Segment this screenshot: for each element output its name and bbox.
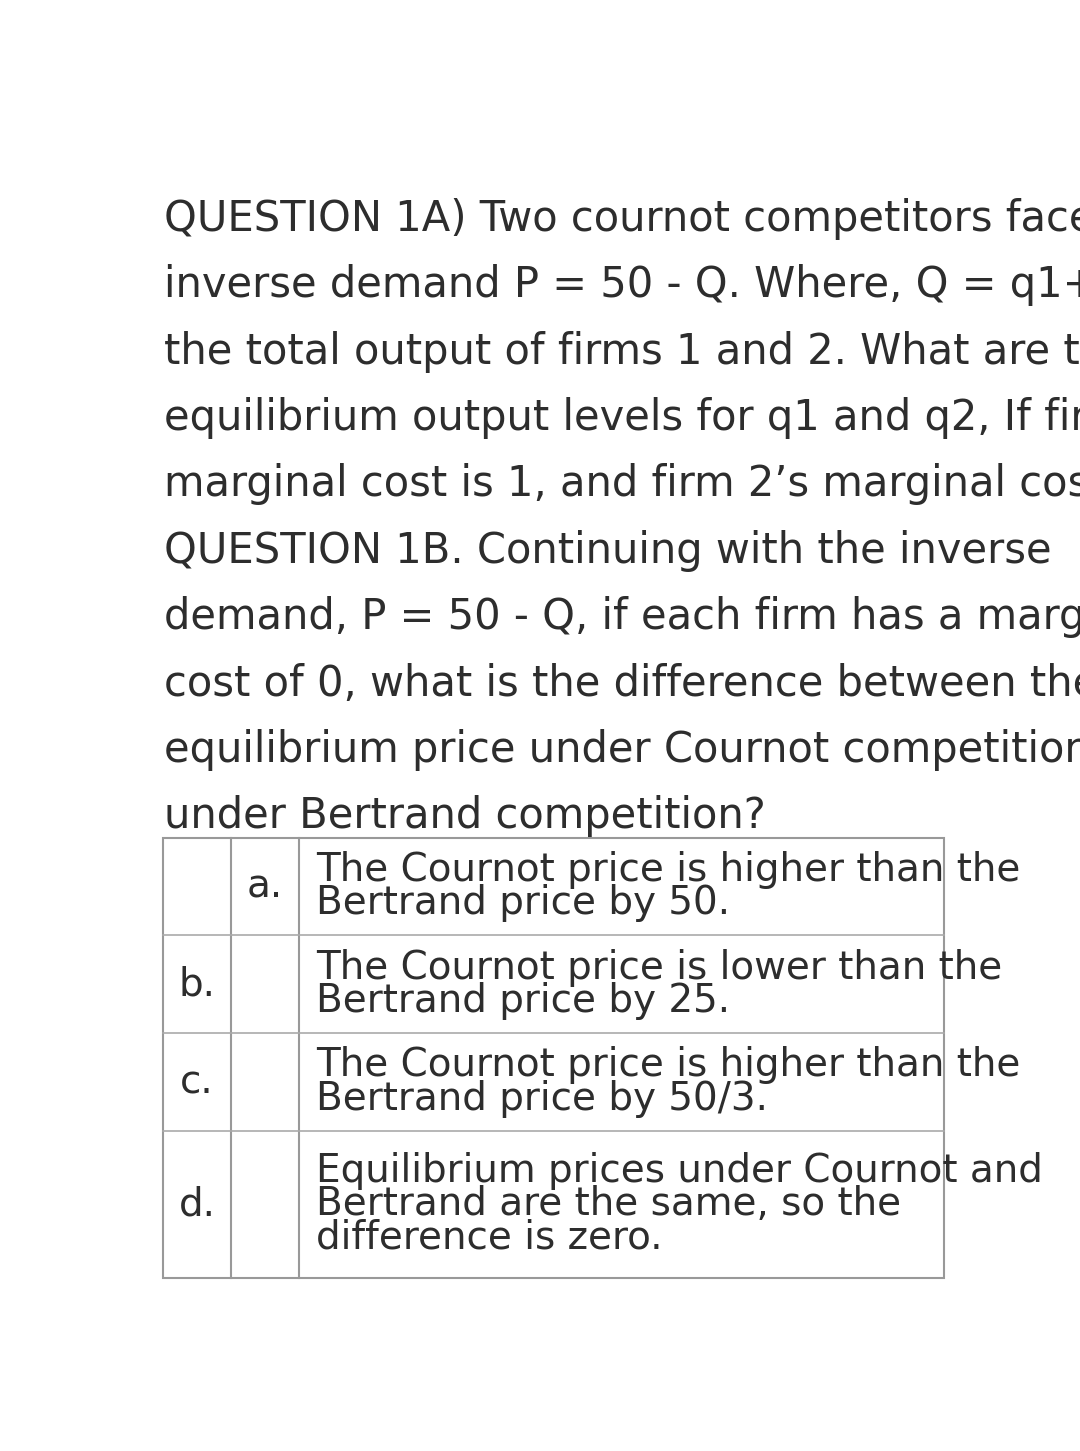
Text: Bertrand price by 50.: Bertrand price by 50. — [316, 884, 730, 923]
Text: QUESTION 1A) Two cournot competitors face: QUESTION 1A) Two cournot competitors fac… — [164, 197, 1080, 239]
Text: c.: c. — [180, 1064, 214, 1101]
Text: marginal cost is 1, and firm 2’s marginal cost is 12?: marginal cost is 1, and firm 2’s margina… — [164, 463, 1080, 505]
Text: Bertrand price by 50/3.: Bertrand price by 50/3. — [316, 1080, 768, 1117]
Text: demand, P = 50 - Q, if each firm has a marginal: demand, P = 50 - Q, if each firm has a m… — [164, 596, 1080, 638]
Text: cost of 0, what is the difference between the: cost of 0, what is the difference betwee… — [164, 663, 1080, 705]
Text: a.: a. — [247, 868, 283, 905]
Text: inverse demand P = 50 - Q. Where, Q = q1+q2, is: inverse demand P = 50 - Q. Where, Q = q1… — [164, 264, 1080, 306]
Text: Bertrand price by 25.: Bertrand price by 25. — [316, 982, 730, 1020]
Text: equilibrium output levels for q1 and q2, If firm 1: equilibrium output levels for q1 and q2,… — [164, 398, 1080, 440]
Text: The Cournot price is higher than the: The Cournot price is higher than the — [316, 852, 1021, 889]
Text: Equilibrium prices under Cournot and: Equilibrium prices under Cournot and — [316, 1152, 1043, 1190]
Text: equilibrium price under Cournot competition and: equilibrium price under Cournot competit… — [164, 728, 1080, 770]
Text: b.: b. — [178, 965, 216, 1003]
Text: the total output of firms 1 and 2. What are the: the total output of firms 1 and 2. What … — [164, 331, 1080, 373]
Text: d.: d. — [178, 1185, 216, 1223]
Text: The Cournot price is lower than the: The Cournot price is lower than the — [316, 949, 1002, 987]
Text: under Bertrand competition?: under Bertrand competition? — [164, 795, 766, 837]
Bar — [163, 837, 944, 1277]
Text: Bertrand are the same, so the: Bertrand are the same, so the — [316, 1185, 902, 1223]
Text: difference is zero.: difference is zero. — [316, 1219, 663, 1257]
Text: The Cournot price is higher than the: The Cournot price is higher than the — [316, 1046, 1021, 1084]
Text: QUESTION 1B. Continuing with the inverse: QUESTION 1B. Continuing with the inverse — [164, 530, 1052, 572]
